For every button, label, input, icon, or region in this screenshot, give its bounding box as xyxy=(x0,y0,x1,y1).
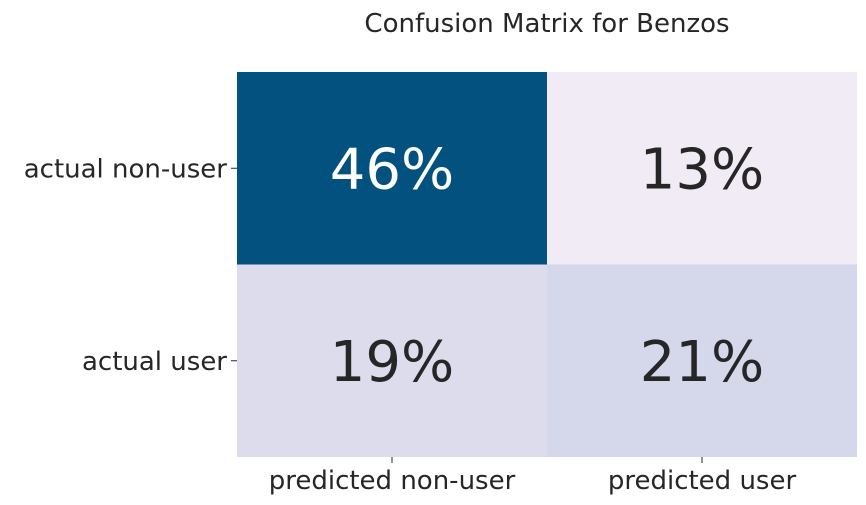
x-axis: predicted non-user predicted user xyxy=(269,457,797,496)
heatmap-cell xyxy=(237,264,547,457)
cell-value-label: 46% xyxy=(330,137,454,202)
y-tick-label: actual non-user xyxy=(24,154,228,184)
heatmap-cell xyxy=(547,264,857,457)
cell-value-label: 13% xyxy=(640,137,764,202)
cell-value-label: 21% xyxy=(640,330,764,395)
cell-value-label: 19% xyxy=(330,330,454,395)
chart-title: Confusion Matrix for Benzos xyxy=(364,9,729,39)
x-tick-label: predicted user xyxy=(608,466,797,496)
x-tick-label: predicted non-user xyxy=(269,466,516,496)
y-tick-label: actual user xyxy=(82,347,227,377)
y-axis: actual non-user actual user xyxy=(24,154,237,377)
heatmap-cells xyxy=(237,72,857,457)
heatmap-cell xyxy=(237,72,547,265)
heatmap-cell xyxy=(547,72,857,265)
heatmap-cell-labels: 46% 13% 19% 21% xyxy=(330,137,764,395)
